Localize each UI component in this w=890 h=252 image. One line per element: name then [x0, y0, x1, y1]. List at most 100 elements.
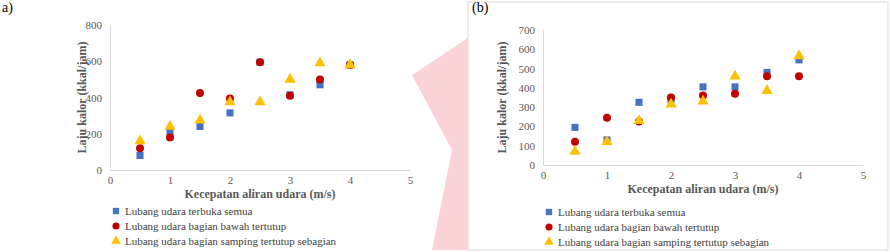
tick: 600 [519, 43, 544, 55]
point [314, 57, 325, 67]
tick-label: 3 [288, 174, 294, 186]
y-axis: 0 200 400 600 800 [86, 19, 111, 176]
x-axis: 0 1 2 3 4 5 [108, 170, 414, 186]
tick: 5 [408, 170, 414, 186]
point [256, 59, 263, 66]
legend-label: Lubang udara bagian bawah tertutup [558, 221, 720, 233]
tick: 200 [86, 128, 111, 140]
tick-label: 1 [168, 174, 174, 186]
point [761, 84, 772, 94]
tick-label: 4 [797, 169, 803, 181]
tick-label: 400 [519, 82, 536, 94]
point [731, 90, 739, 98]
tick-label: 800 [86, 19, 103, 31]
tick: 0 [541, 165, 547, 181]
point [316, 75, 324, 83]
tick-label: 100 [519, 140, 536, 152]
tick: 4 [797, 165, 803, 181]
point [699, 83, 706, 90]
tick: 3 [733, 165, 739, 181]
point [284, 73, 295, 83]
legend: Lubang udara terbuka semua Lubang udara b… [111, 205, 336, 247]
point [344, 58, 355, 68]
tick-label: 500 [519, 63, 536, 75]
tick: 1 [168, 170, 174, 186]
point [763, 72, 771, 80]
tick: 5 [861, 165, 867, 181]
tick: 600 [86, 55, 111, 67]
tick-label: 4 [348, 174, 354, 186]
point [603, 114, 611, 122]
point [196, 89, 204, 97]
y-axis: 0100200300400500600700 [519, 24, 544, 171]
point [569, 145, 580, 155]
tick-label: 0 [97, 164, 103, 176]
x-axis-title: Kecepatan aliran udara (m/s) [628, 182, 779, 196]
axis-line [544, 165, 864, 166]
tick: 200 [519, 120, 544, 132]
point [166, 133, 174, 141]
legend: Lubang udara terbuka semua Lubang udara b… [544, 206, 769, 248]
tick: 4 [348, 170, 354, 186]
legend-marker [544, 236, 554, 244]
point [226, 109, 233, 116]
tick: 800 [86, 19, 111, 31]
x-axis: 012345 [541, 165, 867, 181]
point [136, 152, 143, 159]
point [729, 70, 740, 80]
point [254, 96, 265, 106]
legend-label: Lubang udara terbuka semua [558, 206, 685, 218]
point [795, 72, 803, 80]
y-axis-title: Laju kalor (kkal/jam) [495, 42, 509, 154]
tick: 100 [519, 140, 544, 152]
figure: a)0123450200400600800Kecepatan aliran ud… [0, 0, 890, 252]
point [571, 138, 579, 146]
tick-label: 0 [108, 174, 114, 186]
tick: 0 [108, 170, 114, 186]
point [697, 95, 708, 105]
tick-label: 0 [530, 159, 536, 171]
panel-label: (b) [472, 0, 489, 16]
tick: 500 [519, 63, 544, 75]
decoration [412, 38, 468, 250]
legend-marker [113, 208, 119, 214]
chart-panel: (b)0123450100200300400500600700Kecepatan… [468, 0, 888, 250]
point [256, 58, 264, 66]
point [196, 123, 203, 130]
legend-marker [112, 222, 119, 229]
axis-line [111, 170, 411, 171]
point [134, 134, 145, 144]
point [731, 83, 738, 90]
point [136, 144, 144, 152]
tick-label: 5 [408, 174, 414, 186]
tick: 3 [288, 170, 294, 186]
tick-label: 2 [228, 174, 234, 186]
tick: 400 [86, 92, 111, 104]
point [633, 114, 644, 124]
tick-label: 0 [541, 169, 547, 181]
y-axis-title: Laju kalor (kkal/jam) [75, 42, 89, 154]
chart-panel: a) 0 1 2 3 4 5 0 200 400 600 800 Kecepatan aliran ud… [2, 0, 414, 247]
point [665, 98, 676, 108]
panel-label: a) [2, 0, 13, 16]
legend-label: Lubang udara terbuka semua [125, 205, 252, 217]
legend-label: Lubang udara bagian samping tertutup seb… [558, 236, 770, 248]
tick-label: 1 [605, 169, 611, 181]
tick-label: 3 [733, 169, 739, 181]
plot-area [134, 57, 355, 159]
legend-label: Lubang udara bagian samping tertutup seb… [125, 235, 337, 247]
tick-label: 5 [861, 169, 867, 181]
x-axis-title: Kecepatan aliran udara (m/s) [185, 187, 336, 201]
point [286, 92, 294, 100]
tick-label: 200 [519, 120, 536, 132]
panel-frame [468, 2, 888, 250]
point [793, 50, 804, 60]
tick: 400 [519, 82, 544, 94]
tick-label: 700 [519, 24, 536, 36]
point [601, 135, 612, 145]
legend-marker [111, 235, 121, 243]
axis-line [110, 26, 111, 171]
legend-label: Lubang udara bagian bawah tertutup [125, 220, 287, 232]
tick: 0 [97, 164, 111, 176]
plot-area [569, 50, 804, 155]
